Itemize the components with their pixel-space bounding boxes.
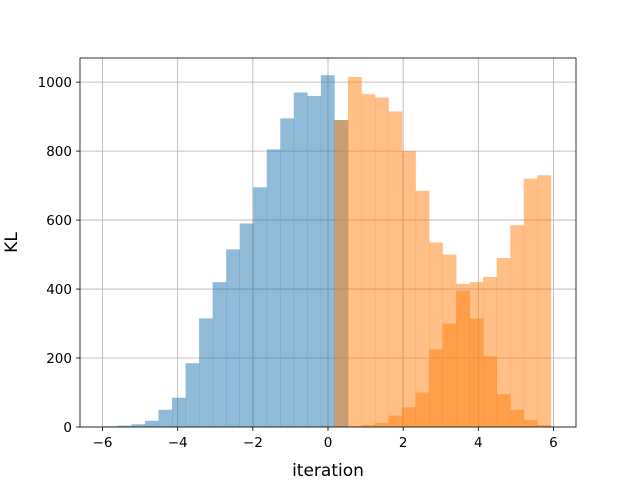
- y-tick-label: 400: [46, 282, 72, 298]
- histogram-bar-s0: [253, 187, 268, 427]
- histogram-bar-s0: [158, 409, 173, 427]
- y-tick-label: 200: [46, 351, 72, 367]
- x-tick-label: 6: [549, 435, 558, 451]
- histogram-bar-s0: [131, 424, 146, 427]
- histogram-bar-s2: [429, 349, 443, 427]
- histogram-bar-s1: [388, 111, 403, 427]
- histogram-bar-s2: [523, 178, 538, 427]
- histogram-bar-s2: [374, 422, 389, 427]
- histogram-bar-s2: [510, 225, 525, 427]
- x-tick-label: −2: [243, 435, 263, 451]
- histogram-bar-s1: [374, 97, 389, 428]
- histogram-bar-s0: [226, 249, 240, 427]
- y-axis-ticks: 0 200 400 600 800 1000: [38, 75, 80, 436]
- histogram-bars: [104, 75, 552, 428]
- histogram-bar-s2: [402, 407, 416, 427]
- y-axis-label: KL: [2, 232, 22, 253]
- histogram-bar-s0: [266, 149, 281, 427]
- histogram-bar-s2: [388, 415, 403, 427]
- y-tick-label: 0: [63, 420, 72, 436]
- histogram-bar-s0: [172, 397, 186, 427]
- y-tick-label: 800: [46, 144, 72, 160]
- histogram-bar-s0: [145, 420, 159, 427]
- x-axis-label: iteration: [292, 461, 364, 480]
- histogram-bar-s2: [496, 258, 511, 427]
- histogram-bar-s2: [456, 290, 470, 427]
- histogram-bar-s0: [199, 318, 213, 427]
- histogram-bar-s0: [185, 363, 200, 427]
- histogram-bar-s0: [239, 223, 254, 427]
- histogram-bar-s1: [415, 190, 430, 427]
- histogram-bar-s2: [415, 392, 430, 427]
- x-axis-ticks: −6 −4 −2 0 2 4 6: [93, 427, 558, 451]
- histogram-bar-s2: [483, 276, 498, 427]
- histogram-bar-s2: [361, 424, 376, 427]
- histogram-bar-s2: [469, 282, 484, 427]
- histogram-bar-s0: [320, 75, 335, 428]
- x-tick-label: −6: [93, 435, 113, 451]
- histogram-bar-s2: [537, 175, 552, 427]
- histogram-bar-s0: [280, 118, 295, 427]
- histogram-bar-s1: [347, 76, 362, 428]
- histogram-bar-s0: [212, 282, 227, 427]
- histogram-bar-s0: [117, 425, 132, 427]
- x-tick-label: 4: [474, 435, 483, 451]
- histogram-bar-s1: [334, 120, 349, 427]
- x-tick-label: 0: [324, 435, 333, 451]
- histogram-bar-s0: [307, 95, 322, 428]
- histogram-bar-s1: [361, 94, 376, 428]
- y-tick-label: 600: [46, 213, 72, 229]
- x-tick-label: 2: [399, 435, 408, 451]
- histogram-bar-s0: [293, 92, 308, 427]
- y-tick-label: 1000: [38, 75, 72, 91]
- histogram-bar-s2: [442, 323, 457, 427]
- x-tick-label: −4: [168, 435, 188, 451]
- histogram-bar-s1: [402, 151, 416, 427]
